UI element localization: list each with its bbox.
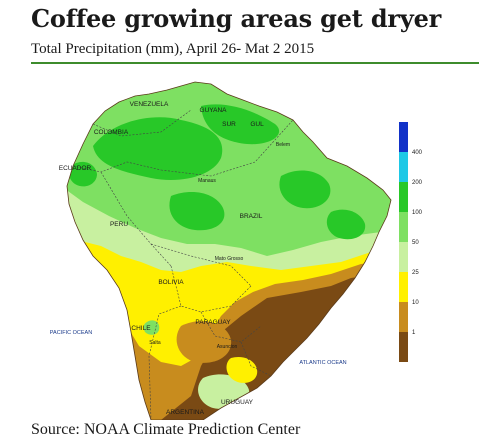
label-manaus: Manaus bbox=[198, 178, 216, 184]
label-brazil: BRAZIL bbox=[240, 213, 263, 220]
label-colombia: COLOMBIA bbox=[94, 129, 129, 136]
page-subtitle: Total Precipitation (mm), April 26- Mat … bbox=[31, 41, 315, 57]
label-french-guiana: GUL bbox=[250, 121, 264, 128]
legend-swatch-7 bbox=[399, 332, 408, 362]
legend-label-7: 1 bbox=[412, 330, 416, 336]
label-uruguay: URUGUAY bbox=[221, 399, 254, 406]
label-argentina: ARGENTINA bbox=[166, 409, 205, 416]
legend-label-2: 200 bbox=[412, 180, 423, 186]
legend-swatch-6 bbox=[399, 302, 408, 332]
label-ecuador: ECUADOR bbox=[59, 165, 92, 172]
zone-200mm-amazon-central bbox=[169, 192, 225, 231]
label-pacific-ocean: PACIFIC OCEAN bbox=[50, 330, 92, 336]
precipitation-map: VENEZUELA GUYANA SUR GUL COLOMBIA ECUADO… bbox=[31, 66, 479, 420]
legend-swatch-1 bbox=[399, 152, 408, 182]
page-title: Coffee growing areas get dryer bbox=[31, 4, 442, 33]
zone-200mm-west bbox=[68, 161, 97, 187]
label-salta: Salta bbox=[149, 340, 161, 346]
legend-swatch-2 bbox=[399, 182, 408, 212]
label-asuncion: Asuncion bbox=[217, 344, 238, 350]
label-venezuela: VENEZUELA bbox=[130, 101, 169, 108]
legend-swatch-0 bbox=[399, 122, 408, 152]
label-guyana: GUYANA bbox=[200, 107, 228, 114]
title-divider bbox=[31, 62, 479, 64]
legend-swatch-4 bbox=[399, 242, 408, 272]
legend-swatch-5 bbox=[399, 272, 408, 302]
legend-label-1: 400 bbox=[412, 150, 423, 156]
label-mato-grosso: Mato Grosso bbox=[215, 256, 244, 262]
zone-200mm-guianas bbox=[201, 104, 280, 145]
zone-200mm-coast bbox=[326, 209, 366, 240]
label-atlantic-ocean: ATLANTIC OCEAN bbox=[299, 360, 346, 366]
label-belem: Belem bbox=[276, 142, 290, 148]
zone-200mm-amazon-east bbox=[279, 170, 331, 209]
precipitation-legend: 400 200 100 50 25 10 1 bbox=[399, 122, 423, 362]
legend-label-6: 10 bbox=[412, 300, 419, 306]
legend-swatch-3 bbox=[399, 212, 408, 242]
zone-100mm-south-patch bbox=[143, 320, 160, 335]
label-suriname: SUR bbox=[222, 121, 236, 128]
zone-200mm-north bbox=[93, 117, 223, 180]
legend-label-4: 50 bbox=[412, 240, 419, 246]
country-borders bbox=[72, 109, 294, 420]
zone-25mm-southeast bbox=[226, 356, 258, 383]
label-peru: PERU bbox=[110, 221, 128, 228]
label-chile: CHILE bbox=[131, 325, 151, 332]
coastline bbox=[66, 81, 392, 420]
legend-label-5: 25 bbox=[412, 270, 419, 276]
zone-10mm-south-patch bbox=[176, 321, 232, 363]
source-credit: Source: NOAA Climate Prediction Center bbox=[31, 421, 301, 438]
legend-label-3: 100 bbox=[412, 210, 423, 216]
label-bolivia: BOLIVIA bbox=[158, 279, 184, 286]
label-paraguay: PARAGUAY bbox=[195, 319, 231, 326]
